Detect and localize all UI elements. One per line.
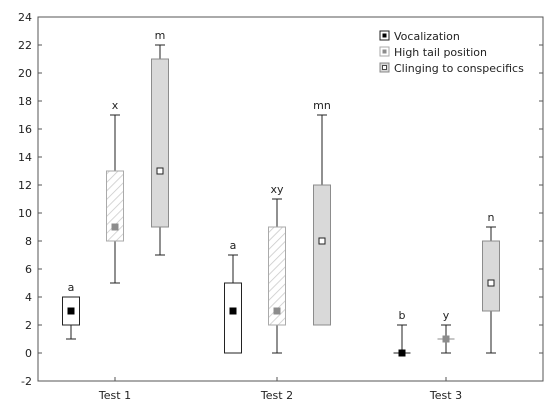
y-tick-label: 24 [18,11,32,24]
legend-label: High tail position [394,46,487,59]
significance-letter: x [112,99,119,112]
y-tick-label: 22 [18,39,32,52]
box-high-tail-position [106,114,124,284]
y-tick-label: 12 [18,179,32,192]
median-marker [111,223,119,231]
y-tick-label: 0 [25,347,32,360]
box-clinging-to-conspecifics [482,226,500,354]
median-marker [442,335,450,343]
significance-letter: a [230,239,237,252]
median-marker [318,237,326,245]
iqr-box [482,240,500,312]
iqr-box [224,282,242,354]
y-tick-label: -2 [21,375,32,388]
box-high-tail-position [437,324,455,354]
legend: Vocalization High tail position Clinging t… [379,30,524,75]
y-tick-label: 16 [18,123,32,136]
box-vocalization [62,296,80,340]
legend-swatch-marker [382,65,387,70]
iqr-box [151,58,169,228]
significance-letter: a [68,281,75,294]
y-tick-label: 4 [25,291,32,304]
median-marker [67,307,75,315]
y-tick-label: 6 [25,263,32,276]
significance-letter: y [443,309,450,322]
box-clinging-to-conspecifics [151,44,169,256]
y-tick-label: 14 [18,151,32,164]
legend-label: Clinging to conspecifics [394,62,524,75]
significance-letter: xy [270,183,284,196]
box-series-group [62,44,500,357]
box-vocalization [393,324,411,357]
legend-label: Vocalization [394,30,460,43]
x-axis: Test 1 Test 2 Test 3 [98,377,462,402]
y-tick-label: 8 [25,235,32,248]
box-high-tail-position [268,198,286,354]
box-vocalization [224,254,242,354]
legend-item: Vocalization [379,30,460,43]
legend-swatch-marker [382,33,387,38]
median-marker [156,167,164,175]
x-tick-label: Test 3 [429,389,462,402]
median-marker [487,279,495,287]
y-tick-label: 2 [25,319,32,332]
median-marker [273,307,281,315]
significance-letter: n [488,211,495,224]
iqr-box [106,170,124,242]
legend-item: Clinging to conspecifics [379,62,524,75]
x-tick-label: Test 1 [98,389,131,402]
significance-letters: a a b x xy y m mn n [68,29,495,322]
significance-letter: mn [313,99,331,112]
y-tick-label: 20 [18,67,32,80]
x-tick-label: Test 2 [260,389,293,402]
legend-swatch-marker [382,49,387,54]
box-clinging-to-conspecifics [313,114,331,326]
median-marker [398,349,406,357]
significance-letter: m [155,29,166,42]
significance-letter: b [399,309,406,322]
median-marker [229,307,237,315]
y-tick-label: 18 [18,95,32,108]
y-tick-label: 10 [18,207,32,220]
iqr-box [268,226,286,326]
iqr-box [313,184,331,326]
legend-item: High tail position [379,46,487,59]
